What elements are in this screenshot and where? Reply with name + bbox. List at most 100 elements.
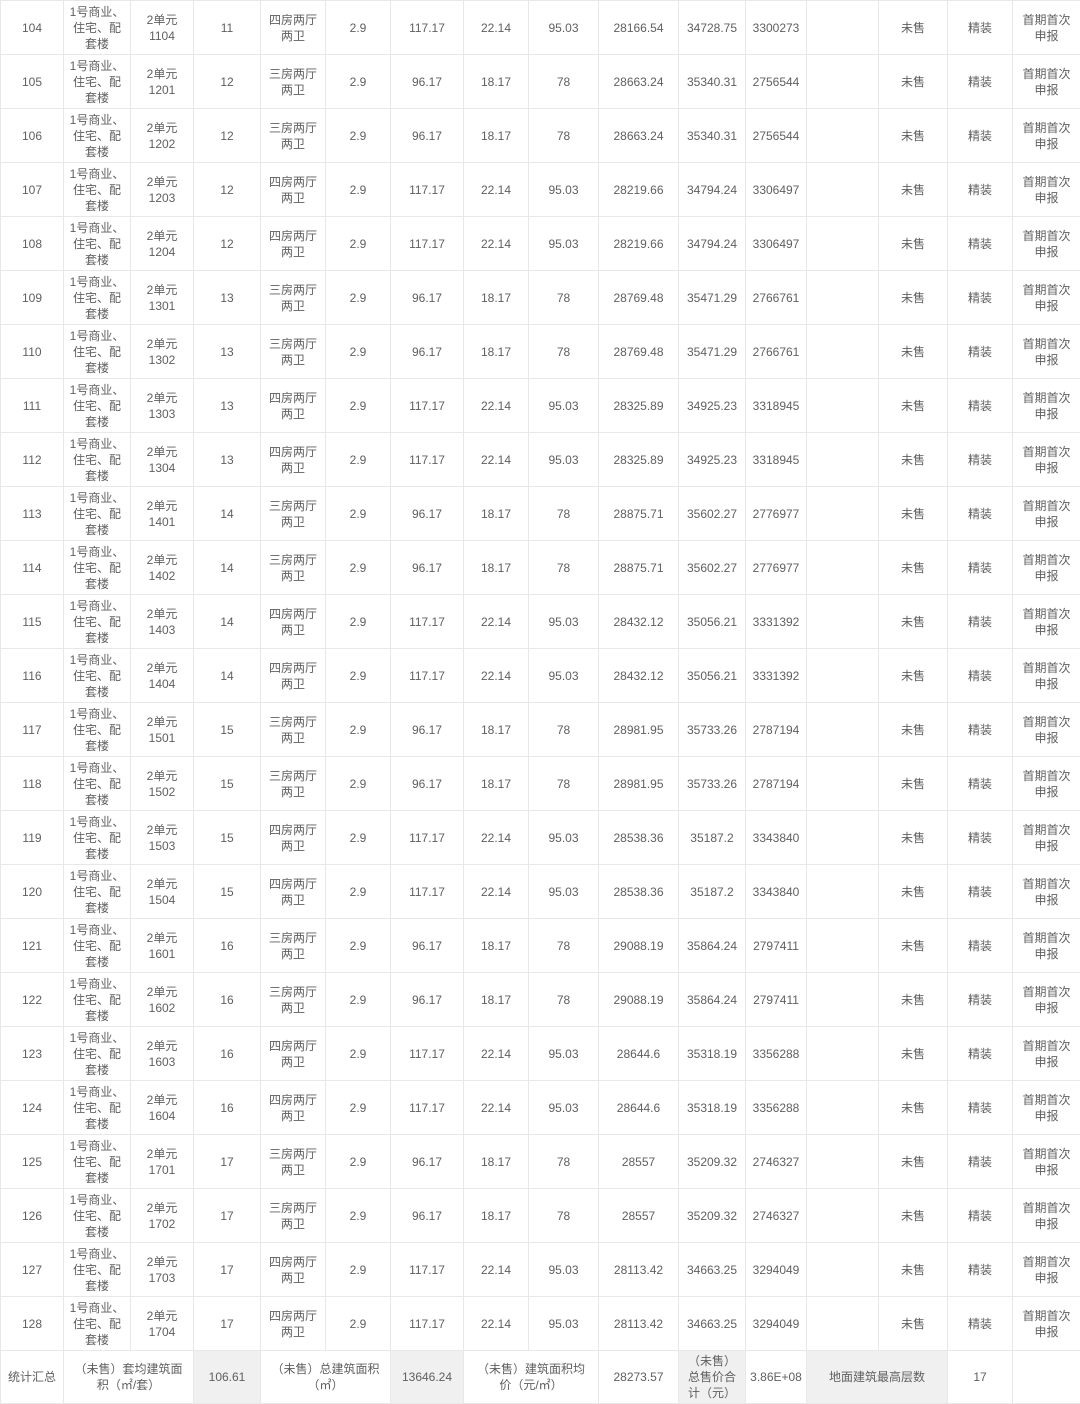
cell-blank (807, 1027, 879, 1081)
cell-unit-price-inner-area: 34794.24 (679, 217, 746, 271)
cell-unit-price-build-area: 29088.19 (599, 919, 679, 973)
cell-unit-price-build-area: 28644.6 (599, 1027, 679, 1081)
cell-floor-height: 2.9 (326, 217, 391, 271)
cell-floor-height: 2.9 (326, 1189, 391, 1243)
cell-building-name: 1号商业、 住宅、配 套楼 (64, 1, 131, 55)
cell-floor-height: 2.9 (326, 595, 391, 649)
cell-blank (807, 649, 879, 703)
cell-sale-status: 未售 (879, 217, 948, 271)
cell-row-number: 125 (1, 1135, 64, 1189)
cell-blank (807, 433, 879, 487)
cell-unit-price-build-area: 28219.66 (599, 217, 679, 271)
cell-room-layout: 三房两厅 两卫 (261, 55, 326, 109)
cell-row-number: 105 (1, 55, 64, 109)
cell-build-area: 117.17 (391, 163, 464, 217)
cell-declaration-batch: 首期首次 申报 (1013, 919, 1080, 973)
cell-unit-price-inner-area: 35602.27 (679, 541, 746, 595)
cell-building-name: 1号商业、 住宅、配 套楼 (64, 595, 131, 649)
cell-unit-price-build-area: 28538.36 (599, 865, 679, 919)
cell-decoration-status: 精装 (948, 865, 1013, 919)
cell-floor: 15 (194, 865, 261, 919)
cell-building-name: 1号商业、 住宅、配 套楼 (64, 919, 131, 973)
cell-building-name: 1号商业、 住宅、配 套楼 (64, 109, 131, 163)
cell-decoration-status: 精装 (948, 55, 1013, 109)
cell-floor: 12 (194, 55, 261, 109)
cell-inner-area: 95.03 (529, 865, 599, 919)
cell-floor: 17 (194, 1243, 261, 1297)
cell-total-price: 2756544 (746, 109, 807, 163)
cell-blank (807, 973, 879, 1027)
cell-declaration-batch: 首期首次 申报 (1013, 271, 1080, 325)
cell-total-price: 2797411 (746, 919, 807, 973)
cell-floor-height: 2.9 (326, 973, 391, 1027)
cell-row-number: 108 (1, 217, 64, 271)
cell-unit-price-inner-area: 35471.29 (679, 271, 746, 325)
cell-floor-height: 2.9 (326, 55, 391, 109)
cell-inner-area: 78 (529, 325, 599, 379)
cell-floor-height: 2.9 (326, 1243, 391, 1297)
cell-floor: 14 (194, 487, 261, 541)
cell-shared-area: 22.14 (464, 433, 529, 487)
cell-row-number: 115 (1, 595, 64, 649)
cell-declaration-batch: 首期首次 申报 (1013, 757, 1080, 811)
cell-unit-price-build-area: 28981.95 (599, 703, 679, 757)
cell-sale-status: 未售 (879, 649, 948, 703)
cell-sale-status: 未售 (879, 1189, 948, 1243)
cell-unit-price-inner-area: 35864.24 (679, 919, 746, 973)
cell-sale-status: 未售 (879, 703, 948, 757)
cell-blank (807, 919, 879, 973)
cell-total-price: 2776977 (746, 541, 807, 595)
cell-building-name: 1号商业、 住宅、配 套楼 (64, 163, 131, 217)
cell-unit-price-build-area: 28113.42 (599, 1297, 679, 1351)
cell-floor: 15 (194, 811, 261, 865)
cell-build-area: 117.17 (391, 1081, 464, 1135)
summary-value-total-sale-price: 3.86E+08 (746, 1351, 807, 1404)
cell-inner-area: 78 (529, 1135, 599, 1189)
cell-unit-price-inner-area: 34925.23 (679, 433, 746, 487)
cell-blank (807, 109, 879, 163)
cell-shared-area: 18.17 (464, 1189, 529, 1243)
cell-inner-area: 78 (529, 487, 599, 541)
cell-shared-area: 18.17 (464, 325, 529, 379)
cell-inner-area: 78 (529, 1189, 599, 1243)
cell-unit-room: 2单元 1601 (131, 919, 194, 973)
cell-unit-room: 2单元 1301 (131, 271, 194, 325)
cell-sale-status: 未售 (879, 595, 948, 649)
cell-sale-status: 未售 (879, 811, 948, 865)
cell-unit-price-inner-area: 35471.29 (679, 325, 746, 379)
cell-unit-price-inner-area: 35864.24 (679, 973, 746, 1027)
cell-sale-status: 未售 (879, 1297, 948, 1351)
cell-unit-price-inner-area: 35056.21 (679, 595, 746, 649)
cell-unit-price-build-area: 28432.12 (599, 649, 679, 703)
cell-unit-price-build-area: 28325.89 (599, 433, 679, 487)
cell-build-area: 117.17 (391, 1, 464, 55)
cell-build-area: 117.17 (391, 865, 464, 919)
cell-unit-price-inner-area: 35318.19 (679, 1027, 746, 1081)
cell-inner-area: 78 (529, 109, 599, 163)
cell-build-area: 96.17 (391, 919, 464, 973)
cell-sale-status: 未售 (879, 163, 948, 217)
cell-unit-price-build-area: 28219.66 (599, 163, 679, 217)
cell-building-name: 1号商业、 住宅、配 套楼 (64, 217, 131, 271)
cell-decoration-status: 精装 (948, 595, 1013, 649)
cell-floor-height: 2.9 (326, 109, 391, 163)
cell-unit-price-inner-area: 34663.25 (679, 1243, 746, 1297)
cell-unit-room: 2单元 1603 (131, 1027, 194, 1081)
cell-sale-status: 未售 (879, 271, 948, 325)
cell-sale-status: 未售 (879, 1, 948, 55)
cell-build-area: 96.17 (391, 757, 464, 811)
cell-floor-height: 2.9 (326, 1027, 391, 1081)
cell-unit-room: 2单元 1702 (131, 1189, 194, 1243)
cell-total-price: 3294049 (746, 1243, 807, 1297)
cell-inner-area: 78 (529, 973, 599, 1027)
cell-total-price: 2746327 (746, 1189, 807, 1243)
cell-floor-height: 2.9 (326, 649, 391, 703)
cell-room-layout: 四房两厅 两卫 (261, 217, 326, 271)
cell-total-price: 3300273 (746, 1, 807, 55)
cell-inner-area: 95.03 (529, 217, 599, 271)
cell-declaration-batch: 首期首次 申报 (1013, 379, 1080, 433)
